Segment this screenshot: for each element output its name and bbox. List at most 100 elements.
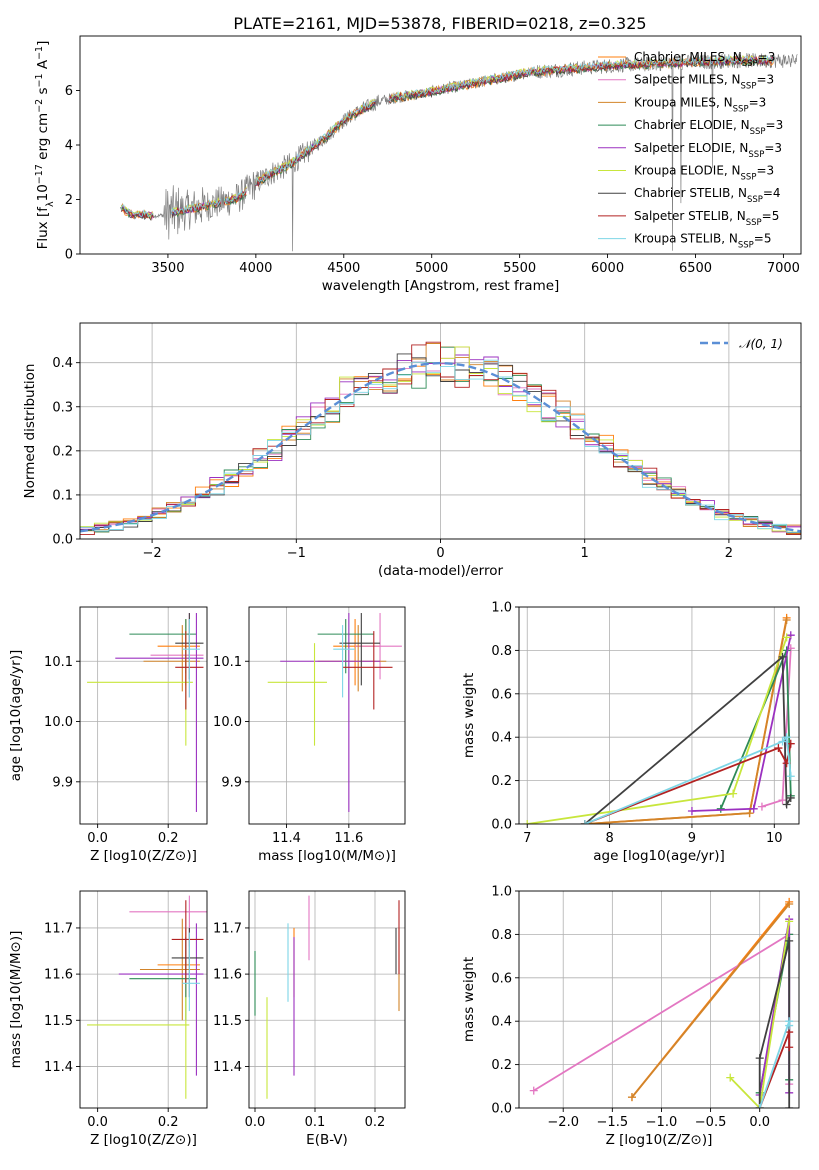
y-tick-label: 0.0 <box>52 533 73 548</box>
y-tick-label: 0 <box>65 248 73 263</box>
plus-marker <box>785 1021 794 1030</box>
panel-spectrum: 3500 4000 4500 5000 5500 6000 6500 7000 0 2 4 6 wave… <box>34 35 802 294</box>
x-tick-label: 8 <box>605 831 613 846</box>
x-tick-label: 7 <box>523 831 531 846</box>
plot-area-age_vs_mass <box>249 607 405 824</box>
y-tick-label: 0.8 <box>491 928 512 943</box>
plus-marker <box>755 1104 764 1108</box>
plus-marker <box>523 820 532 824</box>
plot-area-mass_weight_vs_age <box>519 607 799 824</box>
plots-layer: 3500 4000 4500 5000 5500 6000 6500 7000 0 2 4 6 wave… <box>8 35 802 1148</box>
plot-area-mass_weight_vs_Z <box>519 891 799 1108</box>
plus-marker <box>782 616 791 625</box>
plus-marker <box>774 744 783 753</box>
x-tick-label: 0.0 <box>749 1115 770 1130</box>
x-tick-label: 6000 <box>591 261 624 276</box>
legend-label: 𝒩(0, 1) <box>739 337 783 351</box>
axes-frame <box>79 890 208 1109</box>
y-axis-label: mass weight <box>461 673 477 758</box>
plus-marker <box>749 804 758 813</box>
legend-label: Kroupa ELODIE, NSSP=3 <box>634 164 774 183</box>
axes-frame <box>79 322 802 540</box>
y-tick-label: 11.5 <box>213 1014 242 1029</box>
mass-weight-line <box>631 903 790 1098</box>
x-axis-label: mass [log10(M/M⊙)] <box>258 848 396 864</box>
y-tick-label: 10.0 <box>213 715 242 730</box>
plus-marker <box>785 900 794 909</box>
x-tick-label: −1 <box>287 546 306 561</box>
plus-marker <box>785 917 794 926</box>
x-tick-label: −1.0 <box>646 1115 678 1130</box>
panel-age_vs_mass: 11.4 11.6 9.9 10.0 10.1 mass [log10(M/M⊙)] <box>213 606 406 864</box>
y-tick-label: 10.1 <box>213 655 242 670</box>
x-tick-label: 10 <box>766 831 783 846</box>
x-tick-label: 0.0 <box>87 1115 108 1130</box>
x-tick-label: 0.2 <box>158 831 179 846</box>
y-tick-label: 11.7 <box>44 921 73 936</box>
histogram-step <box>80 359 801 533</box>
x-axis-label: wavelength [Angstrom, rest frame] <box>322 278 560 294</box>
x-tick-label: 9 <box>688 831 696 846</box>
panel-residuals: −2 −1 0 1 2 0.0 0.1 0.2 0.3 0.4 (data-model)/error… <box>22 322 802 579</box>
y-tick-label: 11.7 <box>213 921 242 936</box>
y-tick-label: 0.8 <box>491 644 512 659</box>
x-axis-label: Z [log10(Z/Z⊙)] <box>90 1132 197 1148</box>
plot-area-residuals <box>80 323 801 539</box>
x-tick-label: 3500 <box>151 261 184 276</box>
y-tick-label: 10.0 <box>44 715 73 730</box>
plus-marker <box>627 1093 636 1102</box>
plus-marker <box>729 789 738 798</box>
plus-marker <box>757 802 766 811</box>
x-tick-label: 0.2 <box>365 1115 386 1130</box>
y-axis-label: Normed distribution <box>22 364 38 499</box>
y-tick-label: 0.2 <box>491 1058 512 1073</box>
y-tick-label: 2 <box>65 193 73 208</box>
y-tick-label: 10.1 <box>44 655 73 670</box>
plus-marker <box>755 1054 764 1063</box>
x-tick-label: 0 <box>436 546 444 561</box>
x-tick-label: −0.5 <box>695 1115 727 1130</box>
y-axis-label: Flux [fλ10−17 erg cm−2 s−1 A−1] <box>34 41 56 250</box>
x-axis-label: E(B-V) <box>306 1132 348 1148</box>
legend-label: Kroupa MILES, NSSP=3 <box>634 95 766 114</box>
plus-marker <box>786 793 795 802</box>
legend-label: Chabrier STELIB, NSSP=4 <box>634 186 781 205</box>
plus-marker <box>786 772 795 781</box>
y-tick-label: 11.6 <box>44 968 73 983</box>
y-tick-label: 1.0 <box>491 885 512 900</box>
y-tick-label: 0.6 <box>491 687 512 702</box>
mass-weight-line <box>584 735 792 824</box>
y-tick-label: 0.2 <box>52 444 73 459</box>
x-tick-label: 5500 <box>503 261 536 276</box>
y-tick-label: 0.3 <box>52 400 73 415</box>
legend-label: Salpeter ELODIE, NSSP=3 <box>634 141 782 160</box>
axes-frame <box>248 890 406 1109</box>
panel-mass_vs_EBV: 0.0 0.1 0.2 11.4 11.5 11.6 11.7 E(B-V) <box>213 890 406 1148</box>
plus-marker <box>726 1073 735 1082</box>
axes-frame <box>248 606 406 825</box>
figure-title: PLATE=2161, MJD=53878, FIBERID=0218, z=0… <box>233 14 646 33</box>
y-tick-label: 0.0 <box>491 818 512 833</box>
panel-mass_weight_vs_age: 7 8 9 10 0.0 0.2 0.4 0.6 0.8 1.0 age [log10(age/yr… <box>461 601 800 864</box>
plus-marker <box>785 1104 794 1108</box>
plus-marker <box>782 633 791 642</box>
y-tick-label: 11.5 <box>44 1014 73 1029</box>
plus-marker <box>786 631 795 640</box>
y-axis-label: mass weight <box>461 957 477 1042</box>
x-tick-label: −2.0 <box>547 1115 579 1130</box>
plus-marker <box>580 820 589 824</box>
x-tick-label: 2 <box>725 546 733 561</box>
legend-label: Chabrier MILES, NSSP=3 <box>634 50 775 69</box>
y-tick-label: 0.1 <box>52 488 73 503</box>
y-tick-label: 11.6 <box>213 968 242 983</box>
legend-label: Salpeter MILES, NSSP=3 <box>634 73 774 92</box>
x-tick-label: 11.4 <box>272 831 301 846</box>
y-tick-label: 0.4 <box>491 1015 512 1030</box>
x-tick-label: 0.0 <box>245 1115 266 1130</box>
y-tick-label: 1.0 <box>491 601 512 616</box>
x-tick-label: 0.0 <box>87 831 108 846</box>
y-tick-label: 0.6 <box>491 971 512 986</box>
y-tick-label: 0.0 <box>491 1102 512 1117</box>
x-tick-label: 11.6 <box>334 831 363 846</box>
y-axis-label: mass [log10(M/M⊙)] <box>8 931 24 1069</box>
